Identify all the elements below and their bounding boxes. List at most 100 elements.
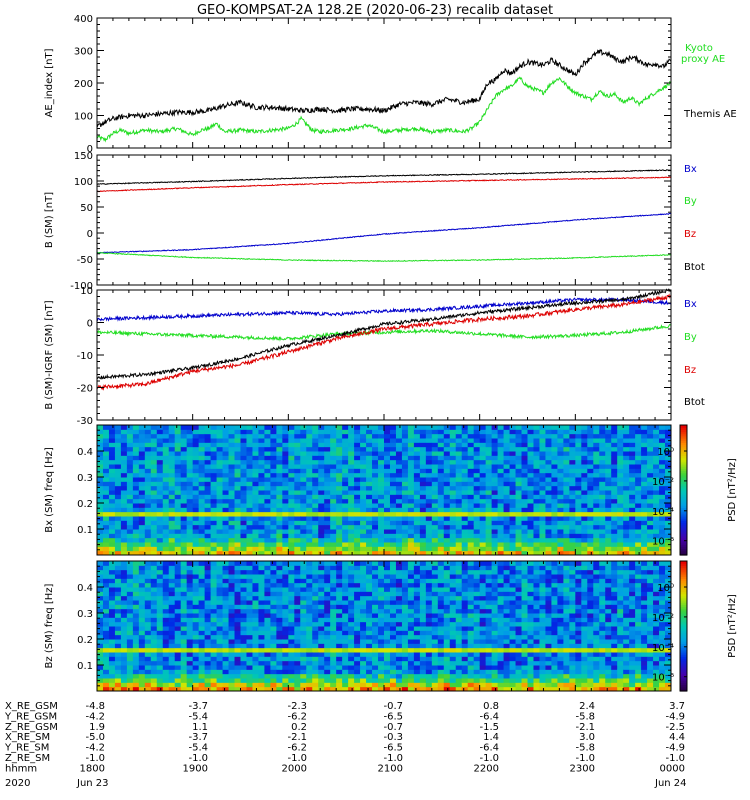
- psd-cell: [653, 490, 660, 495]
- psd-cell: [282, 686, 289, 692]
- psd-cell: [318, 630, 325, 636]
- psd-cell: [491, 446, 499, 452]
- psd-cell: [282, 604, 289, 610]
- psd-cell: [246, 520, 253, 526]
- psd-cell: [216, 634, 224, 640]
- psd-cell: [366, 647, 373, 653]
- psd-cell: [270, 634, 277, 640]
- psd-cell: [587, 472, 594, 478]
- psd-cell: [162, 451, 170, 456]
- psd-cell: [647, 550, 654, 556]
- psd-cell: [413, 546, 421, 552]
- psd-cell: [605, 516, 612, 521]
- psd-cell: [587, 425, 594, 430]
- psd-cell: [413, 438, 421, 443]
- psd-cell: [455, 455, 463, 461]
- psd-cell: [210, 503, 218, 508]
- psd-cell: [503, 468, 511, 474]
- psd-cell: [312, 429, 319, 435]
- psd-cell: [97, 485, 104, 491]
- psd-cell: [665, 481, 672, 487]
- psd-cell: [605, 459, 612, 465]
- psd-cell: [312, 686, 319, 692]
- psd-cell: [156, 608, 164, 614]
- psd-cell: [240, 546, 247, 552]
- psd-cell: [138, 472, 146, 478]
- psd-cell: [258, 490, 265, 495]
- psd-cell: [216, 621, 224, 627]
- psd-cell: [282, 503, 289, 508]
- psd-cell: [102, 472, 110, 478]
- psd-cell: [156, 660, 164, 666]
- psd-cell: [437, 533, 445, 539]
- psd-cell: [491, 459, 499, 465]
- psd-cell: [330, 503, 337, 508]
- psd-cell: [539, 537, 546, 543]
- psd-cell: [222, 507, 230, 513]
- psd-cell: [186, 678, 194, 683]
- psd-cell: [102, 621, 110, 627]
- psd-cell: [102, 529, 110, 534]
- psd-cell: [318, 608, 325, 614]
- psd-cell: [198, 617, 206, 623]
- psd-cell: [557, 516, 564, 521]
- psd-cell: [437, 477, 445, 482]
- psd-cell: [168, 613, 176, 618]
- psd-cell: [252, 438, 259, 443]
- psd-cell: [617, 511, 624, 517]
- psd-cell: [342, 561, 349, 566]
- psd-cell: [593, 455, 600, 461]
- psd-cell: [132, 511, 140, 517]
- psd-cell: [246, 682, 253, 688]
- psd-cell: [97, 550, 104, 556]
- psd-cell: [647, 451, 654, 456]
- psd-cell: [156, 433, 164, 439]
- colorbar-segment: [680, 433, 687, 437]
- psd-cell: [647, 511, 654, 517]
- psd-cell: [288, 621, 295, 627]
- psd-cell: [348, 542, 355, 547]
- psd-cell: [288, 455, 295, 461]
- psd-cell: [491, 533, 499, 539]
- psd-cell: [461, 529, 469, 534]
- psd-cell: [455, 451, 463, 456]
- psd-cell: [312, 494, 319, 500]
- psd-cell: [467, 459, 475, 465]
- psd-cell: [288, 639, 295, 644]
- psd-cell: [324, 682, 331, 688]
- psd-cell: [401, 429, 409, 435]
- psd-cell: [354, 477, 361, 482]
- psd-cell: [324, 639, 331, 644]
- psd-cell: [354, 647, 361, 653]
- psd-cell: [120, 533, 128, 539]
- psd-cell: [264, 673, 271, 679]
- psd-cell: [527, 542, 534, 547]
- psd-cell: [174, 494, 182, 500]
- psd-cell: [162, 498, 170, 504]
- psd-cell: [348, 634, 355, 640]
- psd-cell: [527, 451, 534, 456]
- psd-cell: [228, 652, 236, 657]
- psd-cell: [246, 613, 253, 618]
- psd-cell: [557, 533, 564, 539]
- psd-cell: [198, 591, 206, 597]
- psd-cell: [138, 546, 146, 552]
- psd-cell: [264, 582, 271, 588]
- psd-cell: [276, 498, 283, 504]
- psd-cell: [336, 630, 343, 636]
- psd-cell: [150, 682, 158, 688]
- psd-cell: [144, 550, 152, 556]
- psd-cell: [366, 656, 373, 662]
- psd-cell: [282, 472, 289, 478]
- psd-cell: [144, 429, 152, 435]
- psd-cell: [186, 459, 194, 465]
- psd-cell: [234, 507, 241, 513]
- psd-cell: [348, 442, 355, 448]
- psd-cell: [659, 459, 666, 465]
- psd-cell: [354, 516, 361, 521]
- psd-cell: [623, 472, 630, 478]
- psd-cell: [126, 516, 134, 521]
- psd-cell: [210, 464, 218, 469]
- psd-cell: [156, 630, 164, 636]
- psd-cell: [282, 490, 289, 495]
